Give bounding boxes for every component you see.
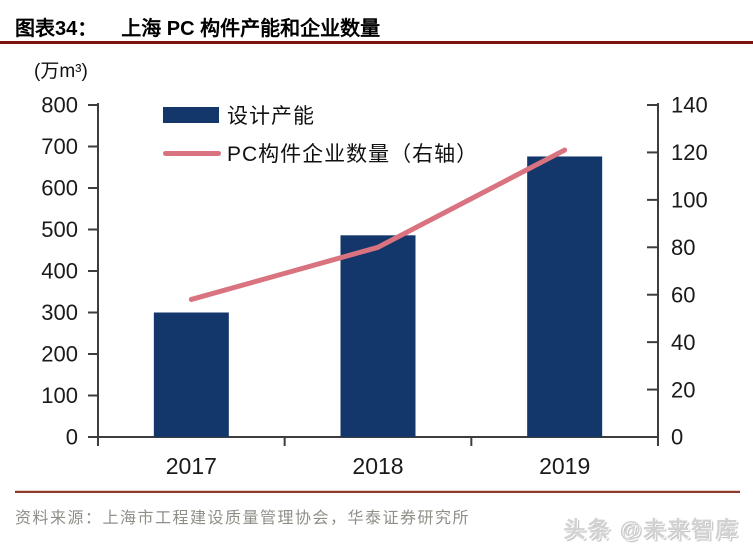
bar-series-swatch — [163, 107, 219, 123]
right-axis-tick-label: 140 — [671, 93, 708, 118]
figure-number: 图表34： — [15, 18, 98, 40]
bar-2017 — [153, 312, 229, 437]
right-axis-tick-label: 80 — [671, 235, 695, 260]
x-axis-category-label: 2017 — [166, 453, 217, 479]
line-series — [188, 147, 568, 302]
left-axis-tick-label: 600 — [41, 176, 78, 201]
left-axis-tick-label: 300 — [41, 300, 78, 325]
figure-header: 图表34： 上海 PC 构件产能和企业数量 — [15, 12, 743, 41]
footer-divider — [15, 490, 740, 493]
figure-title: 上海 PC 构件产能和企业数量 — [121, 18, 381, 40]
legend-item-capacity: 设计产能 — [163, 103, 478, 128]
left-axis-tick-label: 500 — [41, 217, 78, 242]
left-axis-tick-label: 100 — [41, 383, 78, 408]
line-series-swatch — [163, 150, 221, 156]
left-axis-tick-label: 400 — [41, 259, 78, 284]
legend-label-capacity: 设计产能 — [227, 105, 315, 128]
right-axis-tick-label: 120 — [671, 140, 708, 165]
x-axis-category-label: 2019 — [539, 453, 590, 479]
legend-label-companies: PC构件企业数量（右轴） — [227, 143, 479, 166]
right-axis-tick-label: 0 — [671, 425, 683, 450]
right-axis-tick-label: 100 — [671, 188, 708, 213]
left-axis-tick-label: 200 — [41, 342, 78, 367]
legend-item-companies: PC构件企业数量（右轴） — [163, 141, 479, 166]
watermark: 头条 @未来智库 — [563, 517, 739, 542]
source-note: 资料来源：上海市工程建设质量管理协会，华泰证券研究所 — [15, 510, 471, 527]
bar-2018 — [340, 235, 416, 437]
left-axis-tick-label: 700 — [41, 134, 78, 159]
right-axis-tick-label: 20 — [671, 377, 695, 402]
title-underline — [0, 41, 753, 44]
right-axis-tick-label: 60 — [671, 282, 695, 307]
bar-2019 — [527, 156, 603, 437]
x-axis-category-label: 2018 — [352, 453, 403, 479]
left-axis-unit: (万m³) — [34, 61, 88, 82]
right-axis-tick-label: 40 — [671, 330, 695, 355]
left-axis-tick-label: 800 — [41, 93, 78, 118]
chart-legend: 设计产能 PC构件企业数量（右轴） — [163, 103, 478, 179]
left-axis-tick-label: 0 — [66, 425, 78, 450]
